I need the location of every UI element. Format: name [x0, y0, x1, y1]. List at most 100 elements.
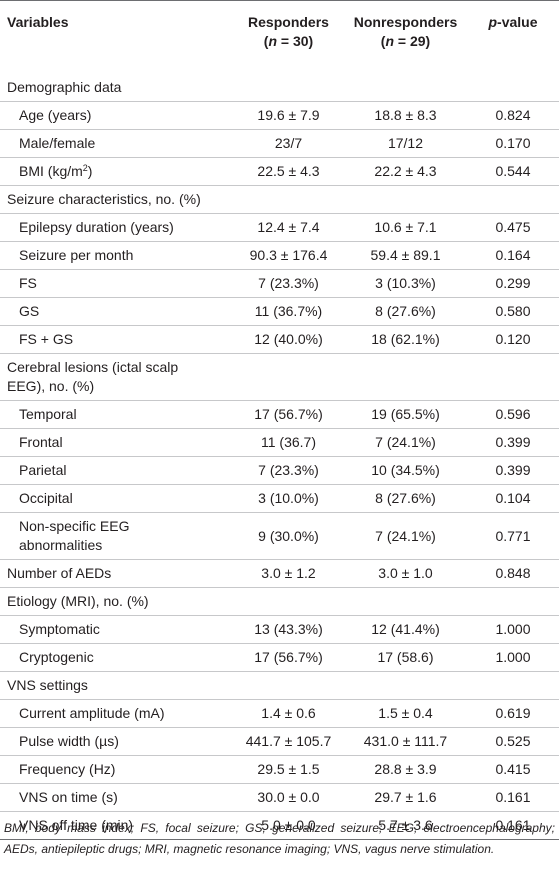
header-responders: Responders (n = 30): [233, 0, 344, 69]
variable-label-text: Seizure per month: [19, 247, 134, 263]
p-value: 0.580: [467, 297, 559, 326]
variable-label-superscript: 2: [82, 163, 88, 173]
variable-label-end: ): [87, 163, 93, 179]
nonresponders-value: 17/12: [344, 129, 467, 158]
table-row: VNS settings: [0, 671, 559, 700]
header-responders-n-symbol: n: [268, 33, 278, 49]
nonresponders-value: 59.4 ± 89.1: [344, 241, 467, 270]
variable-label-text: Seizure characteristics, no. (%): [7, 191, 201, 207]
table-header: Variables Responders (n = 30) Nonrespond…: [0, 0, 559, 69]
table-row: Etiology (MRI), no. (%): [0, 587, 559, 616]
header-nonresponders: Nonresponders (n = 29): [344, 0, 467, 69]
variable-label: Temporal: [0, 400, 233, 429]
responders-value: 3.0 ± 1.2: [233, 559, 344, 588]
nonresponders-value: [344, 353, 467, 401]
p-value: 0.475: [467, 213, 559, 242]
header-p-suffix: -value: [497, 14, 538, 30]
responders-value: 90.3 ± 176.4: [233, 241, 344, 270]
variable-label-text: FS: [19, 275, 37, 291]
nonresponders-value: 7 (24.1%): [344, 428, 467, 457]
header-p-symbol: p: [488, 14, 498, 30]
table-row: Seizure characteristics, no. (%): [0, 185, 559, 214]
nonresponders-value: 7 (24.1%): [344, 512, 467, 560]
header-responders-label: Responders: [248, 14, 329, 30]
table-row: Frequency (Hz) 29.5 ± 1.5 28.8 ± 3.9 0.415: [0, 755, 559, 784]
table-row: FS 7 (23.3%) 3 (10.3%) 0.299: [0, 269, 559, 298]
section-label: Number of AEDs: [0, 559, 233, 588]
variable-label: Parietal: [0, 456, 233, 485]
p-value: 0.596: [467, 400, 559, 429]
responders-value: 17 (56.7%): [233, 643, 344, 672]
variable-label-text: Non-specific EEG: [19, 518, 130, 534]
table-row: Temporal 17 (56.7%) 19 (65.5%) 0.596: [0, 400, 559, 429]
p-value: 0.415: [467, 755, 559, 784]
responders-value: 22.5 ± 4.3: [233, 157, 344, 186]
responders-value: 13 (43.3%): [233, 615, 344, 644]
p-value: 0.299: [467, 269, 559, 298]
p-value: 0.848: [467, 559, 559, 588]
responders-value: 17 (56.7%): [233, 400, 344, 429]
responders-value: [233, 62, 344, 102]
variable-label: Frequency (Hz): [0, 755, 233, 784]
variable-label: Age (years): [0, 101, 233, 130]
variable-label-text: Frequency (Hz): [19, 761, 116, 777]
table-row: Demographic data: [0, 62, 559, 102]
variable-label: FS + GS: [0, 325, 233, 354]
responders-value: 9 (30.0%): [233, 512, 344, 560]
variable-label: VNS off time (min): [0, 811, 233, 840]
responders-value: 19.6 ± 7.9: [233, 101, 344, 130]
responders-value: 11 (36.7): [233, 428, 344, 457]
variable-label-text: FS + GS: [19, 331, 74, 347]
header-variables: Variables: [0, 0, 233, 69]
responders-value: 30.0 ± 0.0: [233, 783, 344, 812]
nonresponders-value: [344, 185, 467, 214]
variable-label: Current amplitude (mA): [0, 699, 233, 728]
variable-label: Symptomatic: [0, 615, 233, 644]
variable-label-text: Occipital: [19, 490, 73, 506]
variable-label-line2: EEG), no. (%): [7, 378, 95, 394]
p-value: 0.161: [467, 811, 559, 840]
p-value: [467, 185, 559, 214]
responders-value: 3 (10.0%): [233, 484, 344, 513]
responders-value: [233, 671, 344, 700]
variable-label-line2: abnormalities: [19, 537, 103, 553]
header-p-value: p-value: [467, 0, 559, 69]
section-label: VNS settings: [0, 671, 233, 700]
responders-value: 12.4 ± 7.4: [233, 213, 344, 242]
p-value: 0.164: [467, 241, 559, 270]
p-value: 0.170: [467, 129, 559, 158]
nonresponders-value: 28.8 ± 3.9: [344, 755, 467, 784]
variable-label: VNS on time (s): [0, 783, 233, 812]
p-value: 1.000: [467, 615, 559, 644]
nonresponders-value: 22.2 ± 4.3: [344, 157, 467, 186]
variable-label-text: Cryptogenic: [19, 649, 94, 665]
table-row: Frontal 11 (36.7) 7 (24.1%) 0.399: [0, 428, 559, 457]
variable-label: Male/female: [0, 129, 233, 158]
variable-label-text: Male/female: [19, 135, 96, 151]
variable-label-text: Demographic data: [7, 79, 122, 95]
header-variables-label: Variables: [7, 14, 69, 30]
table-row: Parietal 7 (23.3%) 10 (34.5%) 0.399: [0, 456, 559, 485]
variable-label: Non-specific EEG abnormalities: [0, 512, 233, 560]
nonresponders-value: 1.5 ± 0.4: [344, 699, 467, 728]
variable-label-text: Frontal: [19, 434, 63, 450]
table-row: BMI (kg/m2) 22.5 ± 4.3 22.2 ± 4.3 0.544: [0, 157, 559, 186]
p-value: [467, 587, 559, 616]
header-responders-n-open: (: [263, 33, 269, 49]
responders-value: [233, 587, 344, 616]
header-nonresponders-n: (n = 29): [348, 32, 463, 51]
responders-value: 23/7: [233, 129, 344, 158]
p-value: 0.544: [467, 157, 559, 186]
responders-value: 1.4 ± 0.6: [233, 699, 344, 728]
header-nonresponders-n-open: (: [380, 33, 386, 49]
p-value: [467, 671, 559, 700]
variable-label-text: Age (years): [19, 107, 92, 123]
nonresponders-value: 3.0 ± 1.0: [344, 559, 467, 588]
table-footnote: BMI, body mass index; FS, focal seizure;…: [4, 821, 555, 856]
variable-label-text: Number of AEDs: [7, 565, 112, 581]
p-value: 0.824: [467, 101, 559, 130]
table-row: Seizure per month 90.3 ± 176.4 59.4 ± 89.1…: [0, 241, 559, 270]
p-value: [467, 353, 559, 401]
table-row: Occipital 3 (10.0%) 8 (27.6%) 0.104: [0, 484, 559, 513]
